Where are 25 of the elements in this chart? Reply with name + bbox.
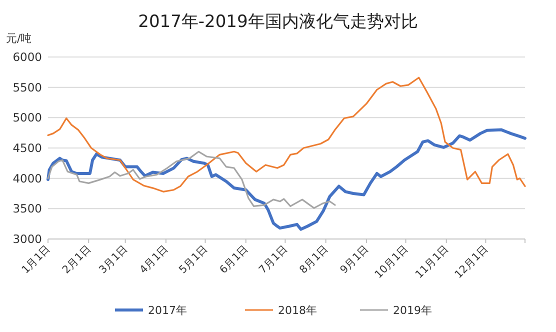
- line-series: [46, 128, 526, 231]
- chart-title: 2017年-2019年国内液化气走势对比: [138, 12, 418, 32]
- x-tick-label: 5月1日: [176, 242, 210, 276]
- x-tick-label: 6月1日: [218, 242, 251, 276]
- x-tick-label: 9月1日: [338, 242, 372, 276]
- x-tick-label: 2月1日: [60, 242, 94, 276]
- x-tick-label: 12月1日: [452, 242, 491, 281]
- x-tick-label: 11月1日: [413, 242, 452, 281]
- x-tick-label: 10月1日: [372, 242, 411, 281]
- y-axis-title: 元/吨: [6, 32, 32, 45]
- x-tick-label: 7月1日: [256, 242, 290, 276]
- y-tick-label: 5000: [12, 110, 42, 125]
- y-tick-label: 6000: [12, 50, 42, 64]
- line-series: [47, 150, 336, 209]
- legend-label: 2018年: [278, 304, 317, 317]
- y-tick-label: 4000: [12, 171, 42, 186]
- legend-label: 2019年: [393, 304, 432, 317]
- line-series: [47, 76, 526, 192]
- y-tick-label: 3500: [12, 202, 42, 216]
- legend-label: 2017年: [148, 304, 187, 317]
- y-tick-label: 4500: [12, 141, 42, 155]
- x-tick-label: 3月1日: [96, 242, 130, 276]
- x-tick-label: 8月1日: [297, 242, 331, 276]
- x-tick-label: 4月1日: [138, 242, 172, 276]
- y-tick-label: 5500: [12, 80, 42, 94]
